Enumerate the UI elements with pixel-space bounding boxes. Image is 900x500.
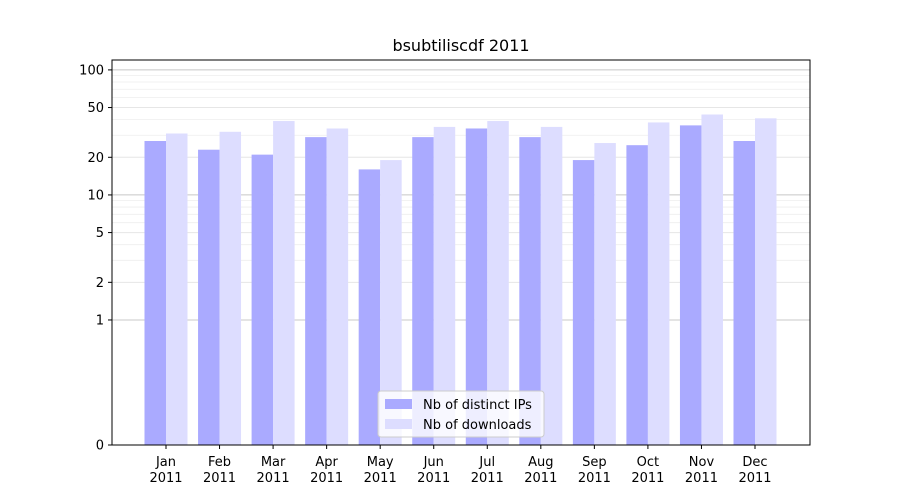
x-tick-label-month: Jan	[155, 455, 176, 470]
bar-downloads	[647, 122, 670, 445]
y-tick-label: 1	[96, 313, 104, 328]
x-tick-label-month: Oct	[637, 455, 659, 470]
x-tick-label-month: Feb	[208, 455, 231, 470]
y-axis: 0 1 2 5 10 20 50 100	[79, 63, 112, 454]
bar-distinct-ips	[626, 145, 648, 445]
x-tick-label-year: 2011	[578, 471, 611, 486]
bar-distinct-ips	[519, 137, 541, 445]
bar-distinct-ips	[251, 154, 274, 446]
x-tick-label-year: 2011	[524, 471, 557, 486]
bar-distinct-ips	[198, 149, 220, 446]
x-tick-label-month: Sep	[582, 455, 607, 470]
x-tick-label-year: 2011	[257, 471, 290, 486]
x-tick-label-month: Jun	[423, 455, 444, 470]
x-tick-label-year: 2011	[738, 471, 771, 486]
x-tick-label-year: 2011	[631, 471, 664, 486]
x-tick-label-year: 2011	[203, 471, 236, 486]
bar-distinct-ips	[305, 137, 327, 445]
y-tick-label: 20	[87, 151, 104, 166]
x-tick-label-year: 2011	[364, 471, 397, 486]
plot-frame	[111, 59, 811, 446]
bar-downloads	[326, 128, 349, 445]
x-tick-label-month: Nov	[689, 455, 715, 470]
bars	[144, 114, 777, 446]
x-tick-label-year: 2011	[149, 471, 182, 486]
x-tick-label-month: Jul	[478, 455, 495, 470]
bar-downloads	[166, 133, 188, 445]
x-tick-label-year: 2011	[685, 471, 718, 486]
legend-label: Nb of distinct IPs	[423, 398, 532, 413]
bar-downloads	[755, 118, 777, 445]
x-tick-label-month: Apr	[315, 455, 338, 470]
bar-distinct-ips	[572, 160, 595, 445]
legend-label: Nb of downloads	[423, 418, 532, 433]
x-tick-label-year: 2011	[417, 471, 450, 486]
bar-distinct-ips	[144, 140, 166, 445]
chart-title: bsubtiliscdf 2011	[392, 36, 529, 55]
y-tick-label: 0	[96, 439, 104, 454]
legend: Nb of distinct IPs Nb of downloads	[377, 390, 545, 438]
x-tick-label-year: 2011	[471, 471, 504, 486]
bar-downloads	[540, 126, 563, 446]
bar-downloads	[273, 121, 295, 446]
x-tick-label-year: 2011	[310, 471, 343, 486]
y-tick-label: 5	[96, 226, 104, 241]
bar-downloads	[487, 121, 509, 446]
bar-distinct-ips	[465, 128, 488, 445]
bar-distinct-ips	[412, 137, 434, 445]
legend-swatch	[385, 419, 412, 429]
bar-downloads	[701, 114, 723, 445]
legend-box	[377, 390, 545, 438]
x-tick-label-month: May	[367, 455, 394, 470]
bar-distinct-ips	[358, 169, 381, 445]
bar-distinct-ips	[679, 125, 702, 445]
y-tick-label: 100	[79, 63, 104, 78]
bar-downloads	[219, 131, 242, 445]
x-axis: Jan2011Feb2011Mar2011Apr2011May2011Jun20…	[149, 445, 772, 486]
legend-swatch	[385, 399, 412, 409]
y-tick-label: 50	[87, 101, 104, 116]
x-tick-label-month: Aug	[528, 455, 553, 470]
bar-downloads	[594, 143, 616, 445]
y-tick-label: 10	[87, 188, 104, 203]
y-tick-label: 2	[96, 276, 104, 291]
bar-downloads	[380, 160, 402, 445]
bar-downloads	[433, 126, 456, 446]
bar-distinct-ips	[733, 140, 755, 445]
x-tick-label-month: Dec	[742, 455, 767, 470]
x-tick-label-month: Mar	[261, 455, 286, 470]
